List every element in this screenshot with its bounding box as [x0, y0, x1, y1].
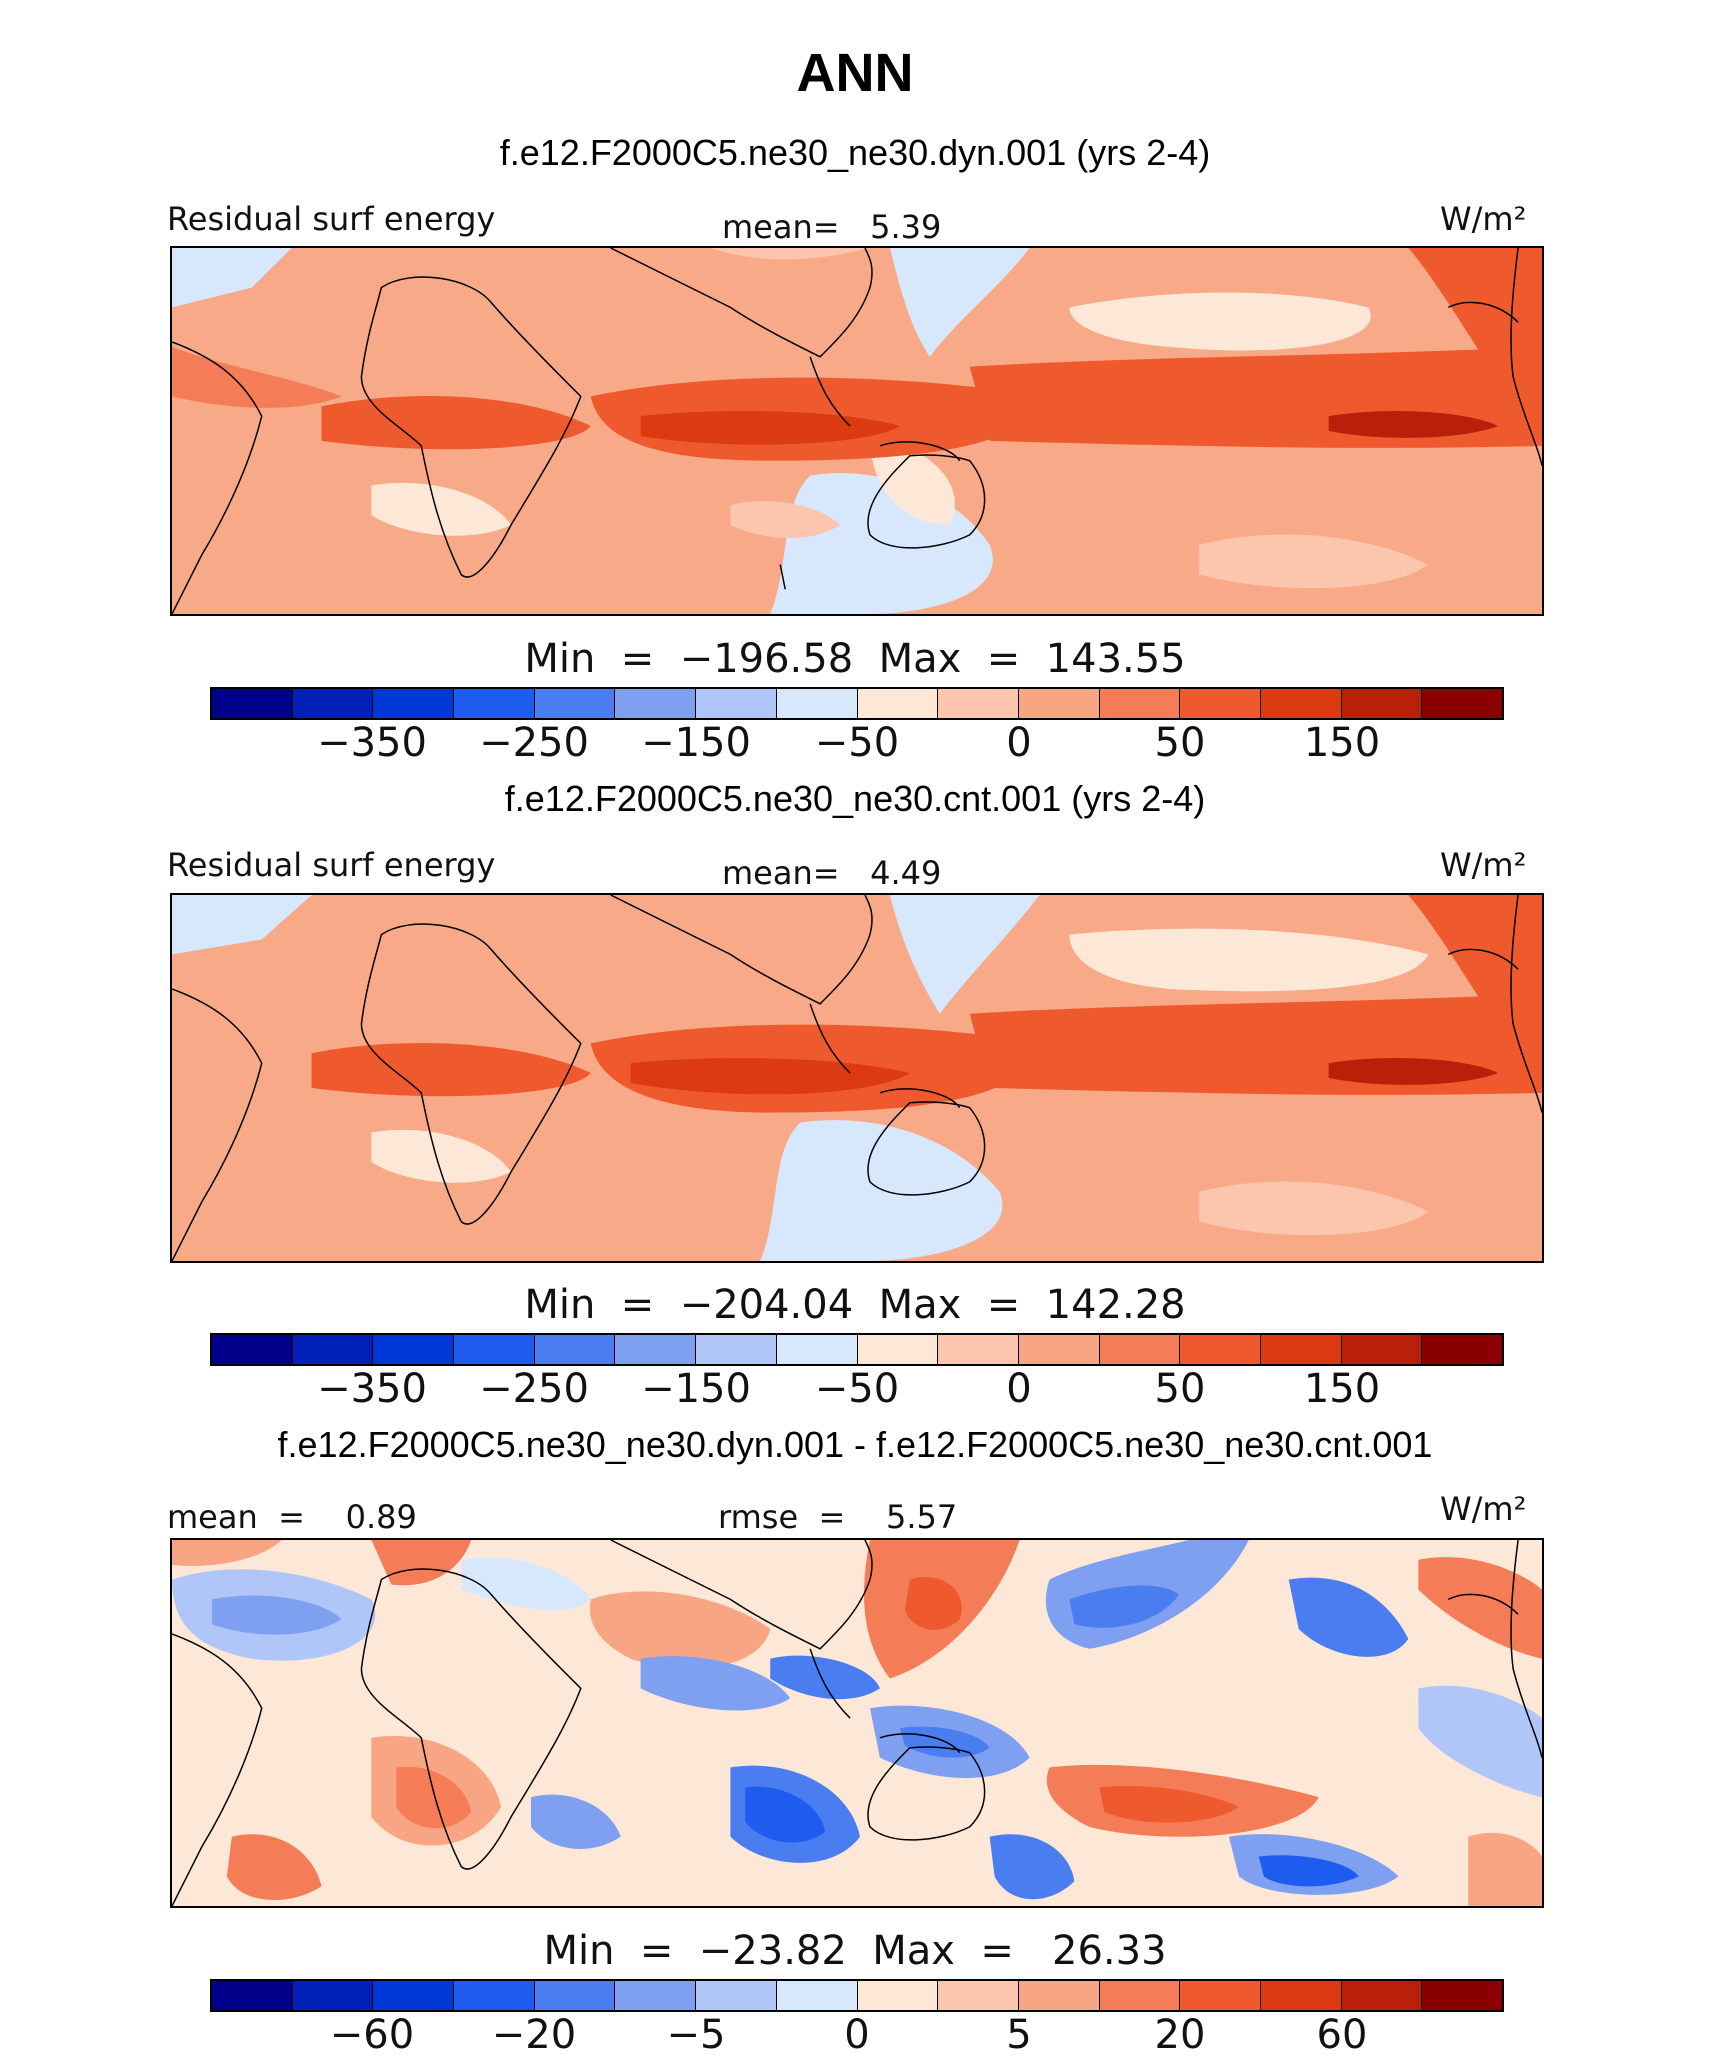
panel-3-colorbar-tick: 0 [844, 2012, 870, 2058]
panel-3-colorbar-tick: −60 [329, 2012, 415, 2058]
colorbar-swatch [696, 1981, 777, 2010]
colorbar-swatch [1180, 689, 1261, 718]
panel-1-colorbar-tick: 50 [1154, 720, 1206, 766]
panel-3-units-label: W/m² [1440, 1490, 1527, 1528]
panel-2-mean-label: mean= 4.49 [722, 854, 942, 892]
colorbar-swatch [615, 689, 697, 718]
colorbar-swatch [454, 1335, 535, 1364]
panel-2-colorbar [210, 1333, 1504, 1366]
panel-3-map [170, 1538, 1544, 1908]
colorbar-swatch [1180, 1981, 1261, 2010]
panel-2-colorbar-tick: −350 [317, 1366, 427, 1412]
colorbar-swatch [1099, 1981, 1181, 2010]
panel-2-minmax: Min = −204.04 Max = 142.28 [524, 1282, 1186, 1328]
panel-1-mean-label: mean= 5.39 [722, 208, 942, 246]
colorbar-swatch [292, 1981, 374, 2010]
panel-1-colorbar [210, 687, 1504, 720]
colorbar-swatch [212, 689, 293, 718]
panel-1-map-field [172, 248, 1542, 614]
colorbar-swatch [1018, 689, 1100, 718]
panel-2-colorbar-tick: −250 [479, 1366, 589, 1412]
panel-1-map [170, 246, 1544, 616]
colorbar-swatch [938, 1981, 1019, 2010]
colorbar-swatch [615, 1335, 697, 1364]
colorbar-swatch [373, 689, 455, 718]
panel-1-colorbar-tick: −150 [641, 720, 751, 766]
panel-2-colorbar-tick: 0 [1006, 1366, 1032, 1412]
panel-3-case-title: f.e12.F2000C5.ne30_ne30.dyn.001 - f.e12.… [277, 1424, 1433, 1465]
colorbar-swatch [696, 689, 777, 718]
colorbar-swatch [534, 689, 616, 718]
colorbar-swatch [454, 689, 535, 718]
panel-3-colorbar-tick: −20 [491, 2012, 577, 2058]
panel-1-colorbar-tick: −350 [317, 720, 427, 766]
colorbar-swatch [857, 1335, 939, 1364]
panel-3-rmse-label: rmse = 5.57 [718, 1498, 958, 1536]
panel-2-map-field [172, 895, 1542, 1261]
panel-1-colorbar-tick: −50 [814, 720, 900, 766]
panel-2-map [170, 893, 1544, 1263]
panel-3-colorbar-tick: 20 [1154, 2012, 1206, 2058]
colorbar-swatch [776, 689, 858, 718]
panel-3-map-field [172, 1540, 1542, 1906]
colorbar-swatch [1341, 689, 1423, 718]
panel-3-colorbar-tick: 5 [1006, 2012, 1032, 2058]
panel-2-case-title: f.e12.F2000C5.ne30_ne30.cnt.001 (yrs 2-4… [504, 778, 1206, 819]
panel-1-case-title: f.e12.F2000C5.ne30_ne30.dyn.001 (yrs 2-4… [499, 132, 1211, 173]
colorbar-swatch [1260, 1335, 1342, 1364]
panel-1-units-label: W/m² [1440, 200, 1527, 238]
colorbar-swatch [696, 1335, 777, 1364]
panel-3-minmax: Min = −23.82 Max = 26.33 [543, 1928, 1167, 1974]
panel-3-mean-label: mean = 0.89 [167, 1498, 417, 1536]
panel-2-colorbar-tick: −150 [641, 1366, 751, 1412]
colorbar-swatch [1341, 1981, 1423, 2010]
panel-1-colorbar-tick: −250 [479, 720, 589, 766]
panel-3-colorbar-tick: 60 [1316, 2012, 1368, 2058]
colorbar-swatch [1422, 1981, 1502, 2010]
colorbar-swatch [938, 689, 1019, 718]
colorbar-swatch [373, 1335, 455, 1364]
colorbar-swatch [776, 1981, 858, 2010]
panel-2-colorbar-tick: 50 [1154, 1366, 1206, 1412]
colorbar-swatch [292, 689, 374, 718]
panel-1-colorbar-tick: 150 [1303, 720, 1381, 766]
figure-title: ANN [796, 43, 914, 103]
colorbar-swatch [534, 1335, 616, 1364]
colorbar-swatch [212, 1335, 293, 1364]
colorbar-swatch [857, 689, 939, 718]
colorbar-swatch [776, 1335, 858, 1364]
panel-1-minmax: Min = −196.58 Max = 143.55 [524, 636, 1186, 682]
colorbar-swatch [938, 1335, 1019, 1364]
colorbar-swatch [212, 1981, 293, 2010]
colorbar-swatch [1018, 1335, 1100, 1364]
panel-2-colorbar-tick: −50 [814, 1366, 900, 1412]
panel-1-variable-label: Residual surf energy [167, 200, 496, 238]
colorbar-swatch [373, 1981, 455, 2010]
colorbar-swatch [454, 1981, 535, 2010]
colorbar-swatch [1018, 1981, 1100, 2010]
panel-3-colorbar [210, 1979, 1504, 2012]
colorbar-swatch [534, 1981, 616, 2010]
colorbar-swatch [292, 1335, 374, 1364]
panel-2-units-label: W/m² [1440, 846, 1527, 884]
colorbar-swatch [615, 1981, 697, 2010]
panel-2-colorbar-tick: 150 [1303, 1366, 1381, 1412]
panel-3-colorbar-tick: −5 [666, 2012, 726, 2058]
colorbar-swatch [1260, 689, 1342, 718]
colorbar-swatch [1422, 1335, 1502, 1364]
colorbar-swatch [857, 1981, 939, 2010]
colorbar-swatch [1260, 1981, 1342, 2010]
colorbar-swatch [1099, 1335, 1181, 1364]
colorbar-swatch [1341, 1335, 1423, 1364]
colorbar-swatch [1180, 1335, 1261, 1364]
panel-1-colorbar-tick: 0 [1006, 720, 1032, 766]
colorbar-swatch [1099, 689, 1181, 718]
panel-2-variable-label: Residual surf energy [167, 846, 496, 884]
colorbar-swatch [1422, 689, 1502, 718]
